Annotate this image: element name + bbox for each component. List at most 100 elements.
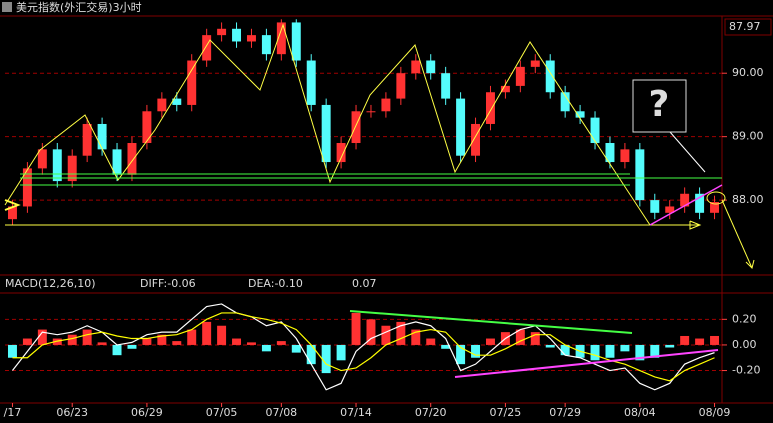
price-box [724,18,772,36]
candle-body [67,155,77,182]
macd-bar [172,341,182,345]
candle-body [187,60,197,105]
candle-body [560,92,570,112]
candle-body [575,111,585,118]
macd-bar [650,344,660,358]
macd-bar [246,342,256,345]
candle-body [590,117,600,144]
candle-body [515,66,525,86]
macd-bar [142,338,152,345]
macd-bar [515,329,525,345]
candle-body [485,92,495,124]
macd-bar [67,334,77,345]
macd-bar [187,329,197,345]
macd-bar [441,344,451,349]
candle-body [351,111,361,144]
macd-bar [112,344,122,356]
x-tick-label: /17 [4,406,22,419]
candle-body [306,60,316,105]
arrow [721,199,753,269]
macd-line [11,303,715,391]
candle-body [112,149,122,175]
x-tick-label: 07/25 [490,406,522,419]
candle-body [261,35,271,55]
current-price: 87.97 [729,20,761,33]
macd-bar [351,312,361,345]
candle-body [336,143,346,163]
macd-bar [605,344,615,358]
x-tick-label: 07/08 [265,406,297,419]
candle-body [545,60,555,93]
x-tick-label: 07/05 [206,406,238,419]
y-tick-label: -0.20 [732,364,760,377]
annotation: ? [649,84,670,125]
question-box [632,79,687,133]
x-tick-label: 08/09 [699,406,731,419]
candle-body [157,98,167,112]
macd-bar [321,344,331,374]
arrow [689,220,702,230]
candle-body [82,123,92,156]
candle-body [650,200,660,213]
candle-body [620,149,630,163]
macd-bar [530,332,540,345]
marker [706,191,726,205]
macd-bar [471,344,481,358]
indicator-label: 0.07 [352,277,377,290]
macd-bar [381,325,391,345]
x-tick-label: 07/20 [415,406,447,419]
macd-bar [52,338,62,345]
macd-bar [456,344,466,365]
macd-bar [545,344,555,348]
macd-bar [232,338,242,345]
candle-body [127,143,137,175]
macd-bar [202,321,212,345]
macd-bar [22,338,32,345]
macd-bar [97,342,107,345]
macd-bar [306,344,316,365]
x-tick-label: 08/04 [624,406,656,419]
marker [4,199,21,211]
y-tick-label: 90.00 [732,66,764,79]
macd-bar [366,319,376,345]
indicator-label: MACD(12,26,10) [5,277,96,290]
macd-bar [261,344,271,352]
macd-bar [336,344,346,361]
y-tick-label: 0.00 [732,338,757,351]
y-tick-label: 88.00 [732,193,764,206]
y-tick-label: 0.20 [732,312,757,325]
x-tick-label: 07/29 [549,406,581,419]
indicator-label: DEA:-0.10 [248,277,303,290]
icon [2,2,12,12]
candle-body [202,35,212,61]
candle-body [22,168,32,207]
candle-body [500,85,510,93]
macd-bar [620,344,630,352]
macd-bar [157,334,167,345]
macd-bar [485,338,495,345]
candle-body [426,60,436,74]
macd-bar [291,344,301,353]
macd-bar [217,325,227,345]
candle-body [232,28,242,42]
macd-bar [635,344,645,361]
candle-body [97,123,107,150]
candle-body [680,193,690,207]
macd-bar [710,335,720,345]
candle-body [530,60,540,67]
candle-body [411,60,421,74]
candle-body [456,98,466,156]
y-tick-label: 89.00 [732,130,764,143]
divergence-line [454,349,719,378]
macd-bar [7,344,17,358]
candle-body [366,111,376,113]
macd-bar [411,329,421,345]
candle-body [321,104,331,163]
annotations [4,23,755,378]
x-tick-label: 07/14 [340,406,372,419]
wave-line [4,23,651,226]
macd-bar [426,338,436,345]
candle-body [217,28,227,36]
macd-bar [590,344,600,361]
